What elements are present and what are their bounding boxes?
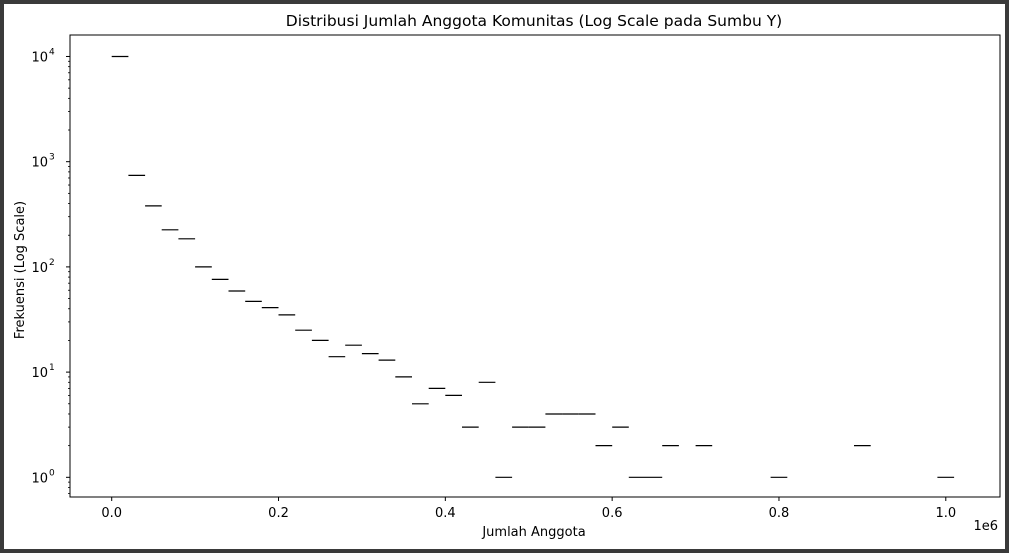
plot-area-frame — [69, 34, 1001, 498]
y-tick-exponent: 3 — [49, 153, 55, 163]
x-axis-ticks: 0.0 0.2 0.4 0.6 0.8 1.0 — [101, 497, 956, 521]
y-tick-exponent: 0 — [49, 468, 55, 478]
y-tick-label: 10 — [31, 156, 48, 171]
x-axis-offset-text: 1e6 — [973, 519, 998, 534]
y-tick-exponent: 4 — [49, 47, 55, 57]
histogram-bars — [111, 55, 955, 478]
x-tick-label: 0.6 — [602, 506, 623, 521]
y-tick-exponent: 1 — [49, 363, 55, 373]
chart-figure: Distribusi Jumlah Anggota Komunitas (Log… — [4, 4, 1005, 549]
x-tick-label: 0.8 — [769, 506, 790, 521]
y-tick-label: 10 — [31, 366, 48, 381]
y-axis-label: Frekuensi (Log Scale) — [13, 201, 28, 339]
y-tick-label: 10 — [31, 261, 48, 276]
chart-title: Distribusi Jumlah Anggota Komunitas (Log… — [286, 12, 782, 30]
x-tick-label: 1.0 — [935, 506, 956, 521]
x-tick-label: 0.4 — [435, 506, 456, 521]
x-tick-label: 0.2 — [268, 506, 289, 521]
histogram-chart: Distribusi Jumlah Anggota Komunitas (Log… — [13, 12, 1001, 540]
x-tick-label: 0.0 — [101, 506, 122, 521]
x-axis-label: Jumlah Anggota — [481, 525, 585, 540]
y-tick-exponent: 2 — [49, 258, 55, 268]
y-tick-label: 10 — [31, 50, 48, 65]
y-tick-label: 10 — [31, 471, 48, 486]
